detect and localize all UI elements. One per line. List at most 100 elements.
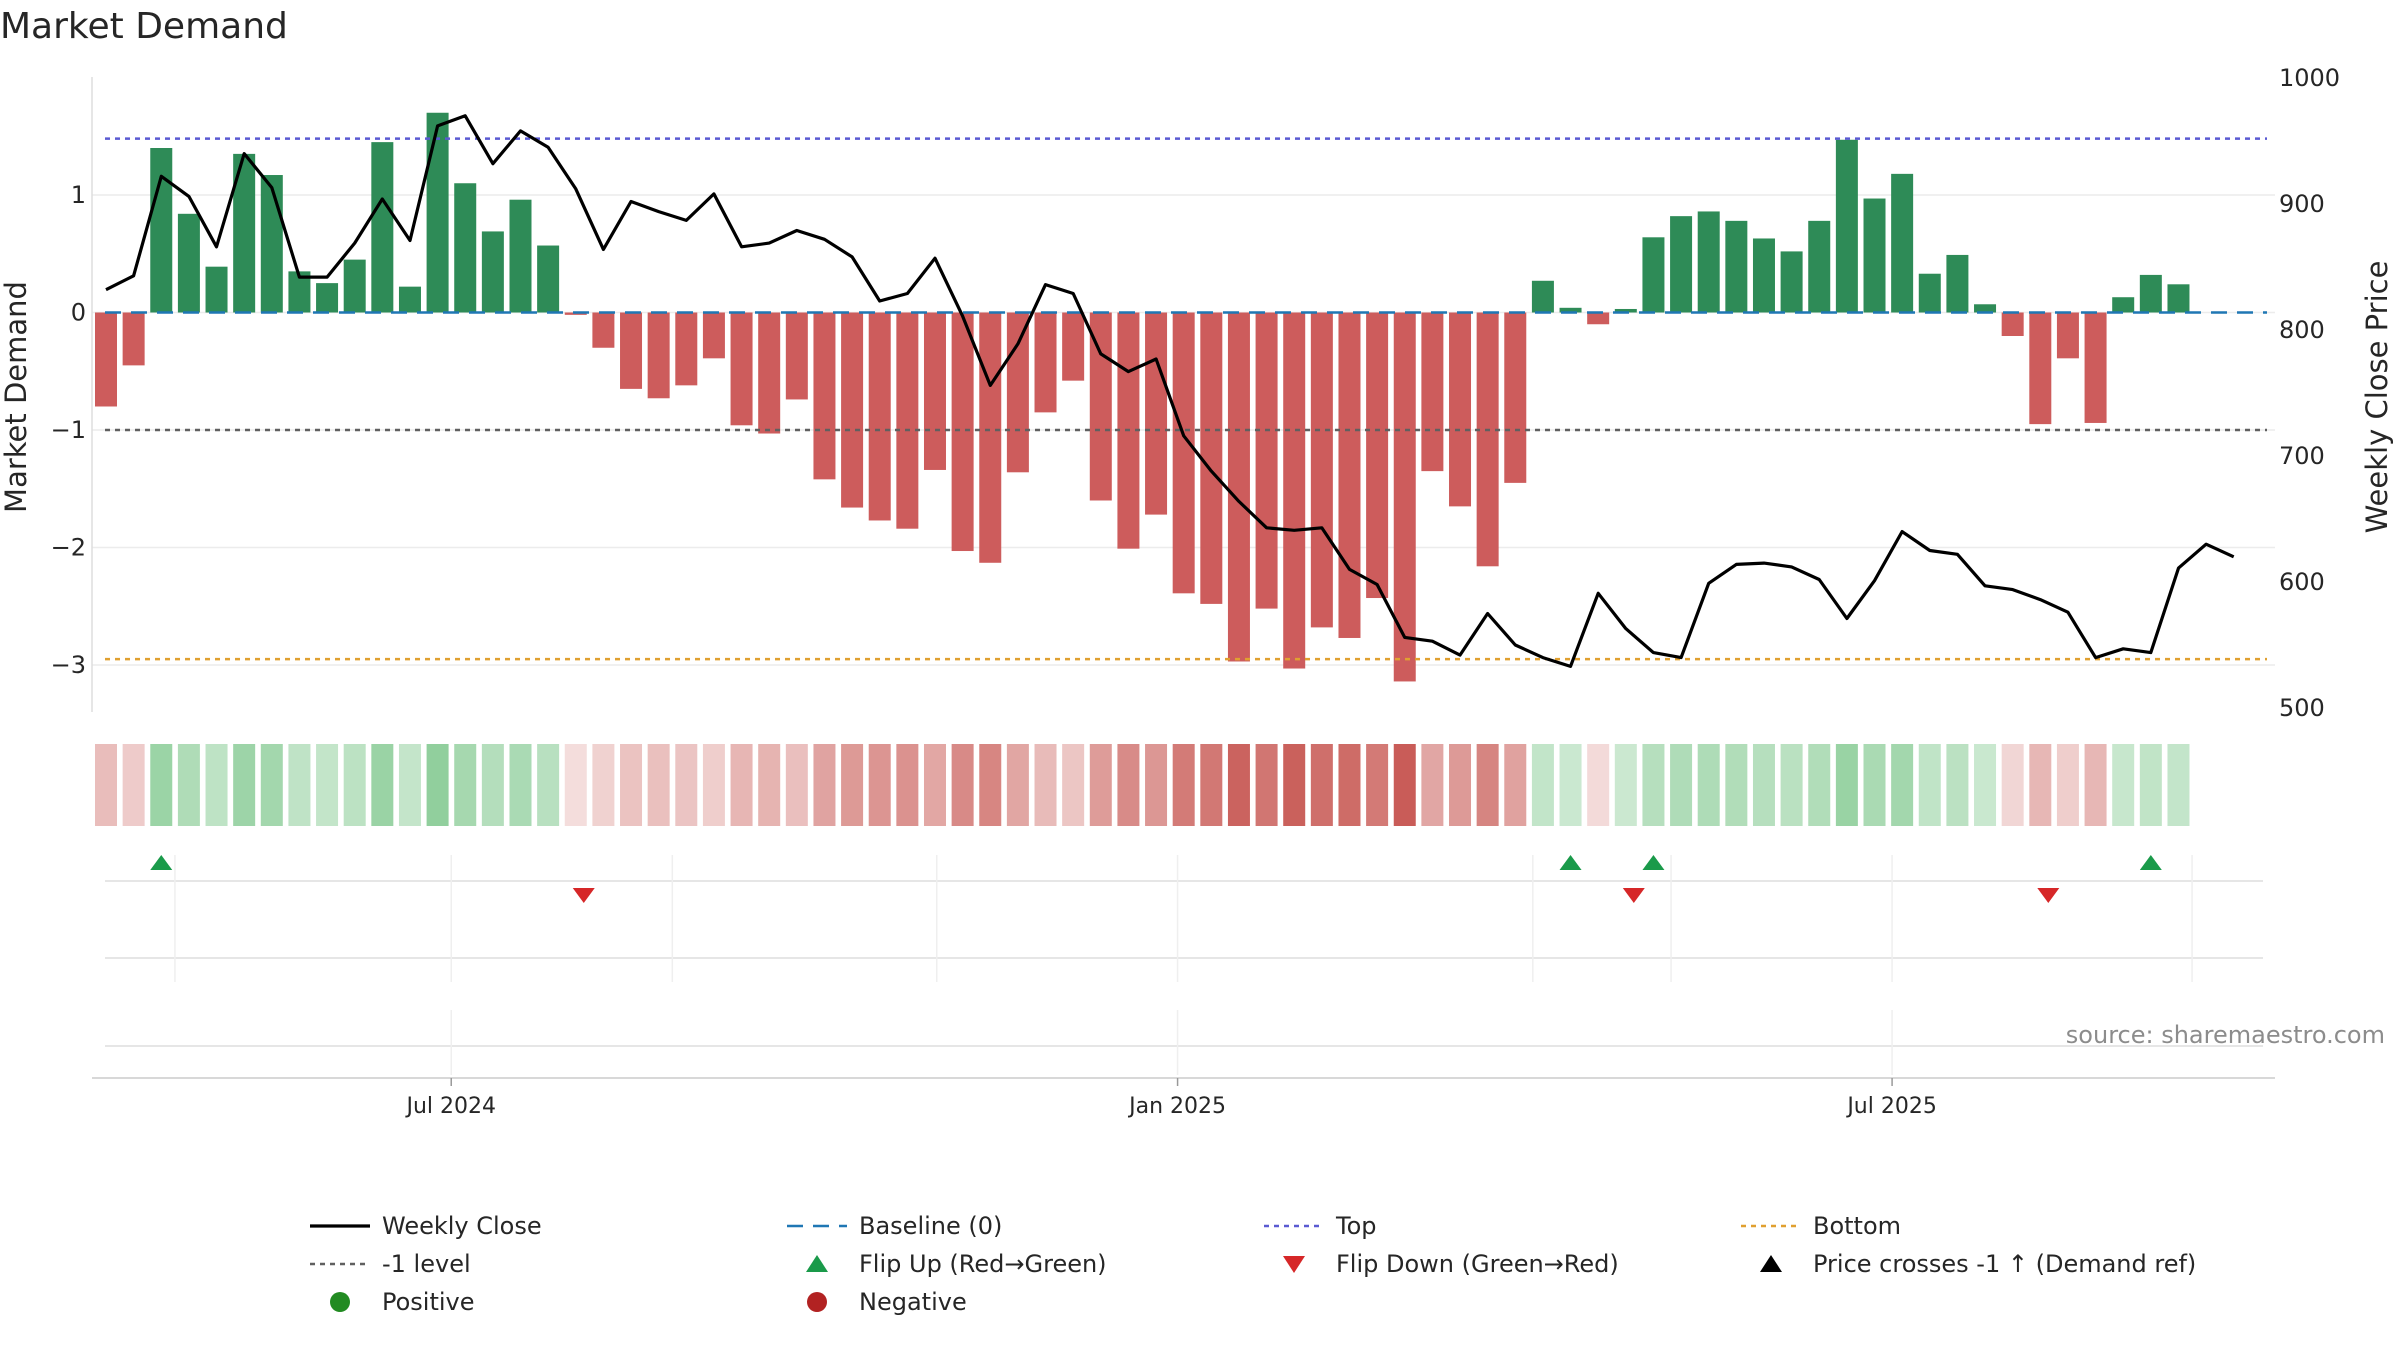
heat-cell (1338, 744, 1361, 826)
flip-down-marker (1622, 888, 1645, 903)
heat-cell (620, 744, 643, 826)
heat-cell (813, 744, 836, 826)
demand-bar (1089, 312, 1112, 501)
demand-bar (1863, 198, 1886, 313)
heat-cell (1863, 744, 1886, 826)
heat-cell (481, 744, 504, 826)
heat-cell (371, 744, 394, 826)
demand-bar (592, 312, 615, 348)
heat-cell (2167, 744, 2190, 826)
y2-tick-label: 600 (2279, 568, 2325, 596)
legend-label: Baseline (0) (859, 1212, 1002, 1240)
heat-cell (1974, 744, 1997, 826)
y2-tick-label: 700 (2279, 442, 2325, 470)
heat-cell (1642, 744, 1665, 826)
demand-bar (177, 213, 200, 313)
demand-bar (785, 312, 808, 400)
y-tick-label: −3 (51, 651, 86, 679)
heat-cell (1227, 744, 1250, 826)
heat-cell (95, 744, 117, 826)
demand-bar (1476, 312, 1499, 567)
flip-down-marker (572, 888, 595, 903)
circle-icon (330, 1292, 350, 1312)
demand-bar (2112, 297, 2135, 313)
demand-bar (868, 312, 891, 521)
demand-bar (122, 312, 145, 366)
y-axis-label: Market Demand (0, 281, 33, 513)
heat-cell (537, 744, 560, 826)
demand-bar (150, 148, 173, 313)
demand-bar (951, 312, 974, 552)
demand-bar (620, 312, 643, 389)
heat-cell (177, 744, 200, 826)
demand-bar (1006, 312, 1029, 473)
heat-cell (1449, 744, 1472, 826)
demand-bar (1062, 312, 1085, 381)
heat-cell (1310, 744, 1333, 826)
heat-cell (1366, 744, 1389, 826)
heat-cell (1918, 744, 1941, 826)
demand-bar (675, 312, 698, 386)
triangle-up-icon (1760, 1255, 1782, 1272)
demand-bar (1366, 312, 1389, 599)
demand-bar (1835, 139, 1858, 313)
demand-bar (2084, 312, 2107, 423)
heat-cell (868, 744, 891, 826)
demand-bar (1531, 280, 1554, 313)
heat-cell (564, 744, 587, 826)
x-tick-label: Jul 2025 (1845, 1094, 1937, 1119)
heat-cell (1946, 744, 1969, 826)
flip-up-marker (2139, 855, 2162, 870)
y-tick-label: 1 (71, 181, 86, 209)
heat-cell (1089, 744, 1112, 826)
demand-bar (1725, 220, 1748, 313)
heat-cell (1504, 744, 1527, 826)
demand-bar (343, 259, 366, 313)
heat-cell (288, 744, 311, 826)
heat-cell (979, 744, 1002, 826)
demand-bar (758, 312, 781, 434)
heat-cell (150, 744, 173, 826)
heat-cell (841, 744, 864, 826)
heat-cell (343, 744, 366, 826)
demand-bar (841, 312, 864, 508)
demand-bar (1227, 312, 1250, 662)
heat-cell (122, 744, 145, 826)
heat-cell (1808, 744, 1831, 826)
heat-cell (1780, 744, 1803, 826)
x-axis: Jul 2024 Jan 2025 Jul 2025 (92, 1077, 2275, 1119)
demand-bar (1393, 312, 1416, 682)
demand-bar (537, 245, 560, 313)
heat-cell (1697, 744, 1720, 826)
legend-label: Negative (859, 1288, 967, 1316)
heat-cell (1531, 744, 1554, 826)
demand-bar (1946, 254, 1969, 313)
demand-bar (1283, 312, 1306, 669)
demand-heat-strip (95, 744, 2190, 826)
heat-cell (951, 744, 974, 826)
heat-cell (1421, 744, 1444, 826)
chart-title: Market Demand (0, 6, 288, 47)
heat-cell (1117, 744, 1140, 826)
demand-bar (1559, 307, 1582, 313)
demand-bar (1614, 308, 1637, 313)
triangle-up-icon (806, 1255, 828, 1272)
x-tick-label: Jul 2024 (404, 1094, 496, 1119)
demand-bar (2056, 312, 2079, 359)
legend-label: Flip Up (Red→Green) (859, 1250, 1107, 1278)
demand-bar (979, 312, 1002, 563)
demand-bar (1421, 312, 1444, 472)
demand-bar (647, 312, 670, 399)
demand-bar (923, 312, 946, 470)
demand-bar (1338, 312, 1361, 638)
heat-cell (1145, 744, 1168, 826)
flip-up-marker (150, 855, 173, 870)
demand-bar (896, 312, 919, 529)
demand-bar (813, 312, 836, 480)
demand-bars (95, 112, 2190, 682)
triangle-down-icon (1283, 1256, 1305, 1273)
legend-label: Positive (382, 1288, 475, 1316)
heat-cell (2112, 744, 2135, 826)
flip-down-marker (2037, 888, 2060, 903)
y2-tick-label: 1000 (2279, 64, 2340, 92)
